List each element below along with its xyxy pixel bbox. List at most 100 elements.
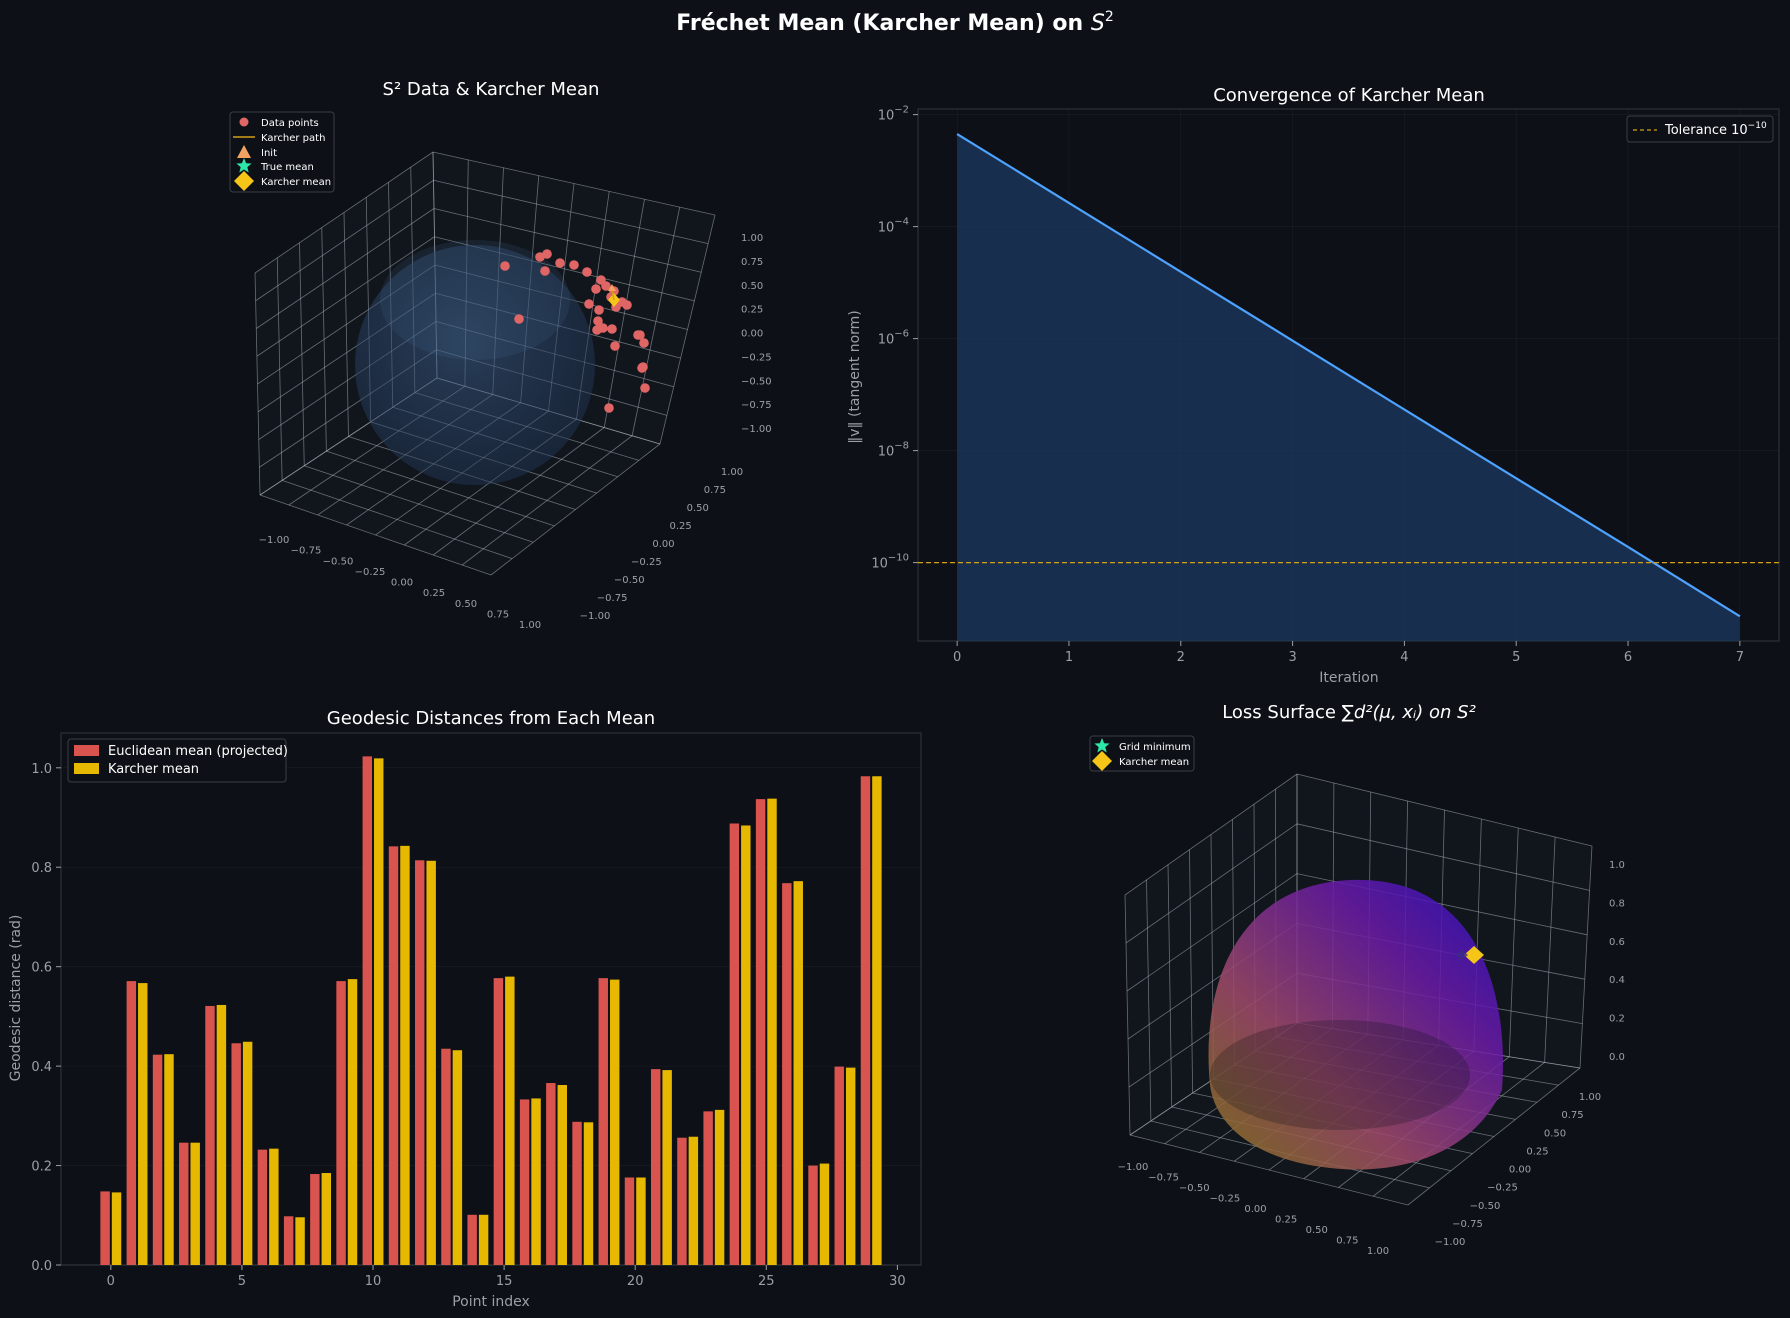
data-point (601, 281, 611, 291)
sphere-y-tick: 1.00 (721, 467, 743, 478)
floor-grid-line (490, 443, 661, 576)
geodesic-y-tick: 0.8 (31, 861, 52, 876)
bar-euclidean (205, 1005, 215, 1265)
bar-euclidean (388, 846, 399, 1265)
loss-y-tick: 0.50 (1544, 1128, 1566, 1139)
geodesic-xlabel: Point index (452, 1294, 530, 1310)
bar-euclidean (860, 776, 871, 1265)
sphere-tick-labels: −1.00−0.75−0.50−0.250.000.250.500.751.00… (259, 233, 772, 631)
bar-euclidean (650, 1069, 661, 1265)
legend-label: Karcher mean (108, 762, 199, 777)
bar-karcher (714, 1109, 725, 1265)
sphere-data-points (500, 249, 650, 413)
loss-tick-labels: −1.00−0.75−0.50−0.250.000.250.500.751.00… (1118, 860, 1625, 1257)
bar-euclidean (834, 1066, 844, 1265)
geodesic-x-tick: 25 (758, 1274, 775, 1289)
loss-surface-rim (1210, 1020, 1470, 1130)
loss-y-tick: −0.25 (1487, 1183, 1518, 1194)
data-point (633, 330, 643, 340)
loss-x-tick: 0.75 (1336, 1236, 1358, 1247)
data-point (640, 383, 650, 393)
data-point (592, 325, 602, 335)
convergence-x-tick: 4 (1400, 650, 1408, 665)
tick-exponent: −2 (894, 105, 909, 116)
loss-z-tick: 0.0 (1609, 1052, 1625, 1063)
bar-karcher (872, 776, 882, 1265)
karcher-mean-marker (1464, 946, 1484, 964)
sphere-x-tick: −0.25 (355, 567, 386, 578)
bar-euclidean (624, 1177, 635, 1265)
legend-frame (67, 738, 287, 783)
bar-euclidean (100, 1191, 110, 1265)
bar-euclidean (441, 1048, 451, 1265)
data-point (569, 260, 579, 270)
legend-label: Data points (261, 118, 319, 129)
sphere-x-tick: 0.00 (391, 578, 413, 589)
data-point (594, 305, 604, 315)
convergence-x-tick: 2 (1177, 650, 1185, 665)
geodesic-x-tick: 30 (889, 1274, 906, 1289)
loss-x-tick: −1.00 (1118, 1162, 1149, 1173)
bar-karcher (636, 1177, 646, 1265)
convergence-area-fill (957, 134, 1740, 642)
bar-karcher (216, 1004, 227, 1265)
legend-label: Euclidean mean (projected) (108, 744, 288, 759)
bar-euclidean (179, 1142, 189, 1265)
bar-euclidean (231, 1043, 241, 1265)
bar-karcher (793, 881, 803, 1265)
data-point (542, 249, 552, 259)
karcher-path-line (611, 289, 615, 301)
legend-label: Tolerance 10 (1664, 123, 1748, 138)
legend-karcher-swatch (74, 763, 99, 774)
wall-grid-line (254, 151, 434, 274)
sphere-z-tick: 0.50 (741, 281, 763, 292)
loss-z-tick: 0.6 (1609, 937, 1625, 948)
loss-x-tick: 0.25 (1275, 1215, 1297, 1226)
convergence-ylabel: ‖v‖ (tangent norm) (847, 310, 863, 444)
legend-label: Karcher mean (261, 177, 331, 188)
sphere-y-tick: −0.50 (614, 575, 645, 586)
loss-y-tick: −0.50 (1470, 1201, 1501, 1212)
legend-tolerance-label: Tolerance 10−10 (1664, 121, 1767, 138)
bar-euclidean (782, 883, 792, 1265)
wall-grid-line (1124, 773, 1298, 896)
wall-grid-line (432, 151, 716, 216)
bar-euclidean (493, 978, 504, 1265)
wall-grid-line (255, 179, 434, 302)
tick-base: 10 (878, 445, 895, 460)
sphere-x-tick: 1.00 (519, 620, 541, 631)
floor-grid-line (433, 427, 605, 556)
geodesic-x-tick: 10 (365, 1274, 382, 1289)
bar-euclidean (519, 1099, 530, 1265)
data-point (604, 403, 614, 413)
bar-euclidean (336, 981, 346, 1265)
legend-data-points-icon (239, 117, 249, 127)
geodesic-bars (100, 756, 882, 1265)
convergence-x-tick: 1 (1065, 650, 1073, 665)
loss-y-tick: 0.00 (1509, 1165, 1531, 1176)
geodesic-distance-panel: Geodesic Distances from Each Mean 0 5 10 15… (8, 708, 922, 1310)
legend-euclidean-swatch (74, 745, 99, 756)
bar-euclidean (677, 1137, 687, 1265)
sphere-x-tick: 0.75 (487, 609, 509, 620)
bar-karcher (583, 1122, 594, 1265)
tick-exponent: −6 (894, 329, 909, 340)
bar-karcher (321, 1173, 332, 1265)
bar-euclidean (729, 823, 740, 1265)
loss-z-tick: 0.4 (1609, 975, 1625, 986)
convergence-y-tick: 10−6 (878, 329, 909, 348)
bar-karcher (662, 1070, 672, 1265)
sphere-x-tick: 0.50 (455, 599, 477, 610)
wall-grid-line (256, 236, 435, 357)
bar-karcher (269, 1148, 279, 1265)
bar-karcher (478, 1214, 489, 1265)
bar-karcher (531, 1098, 541, 1265)
bar-karcher (845, 1067, 856, 1265)
loss-x-tick: 0.00 (1244, 1204, 1266, 1215)
sphere-y-tick: 0.25 (669, 521, 691, 532)
sphere-z-tick: 0.25 (741, 305, 763, 316)
floor-grid-line (1407, 1067, 1581, 1206)
sphere-y-tick: 0.75 (704, 485, 726, 496)
bar-karcher (190, 1142, 200, 1265)
